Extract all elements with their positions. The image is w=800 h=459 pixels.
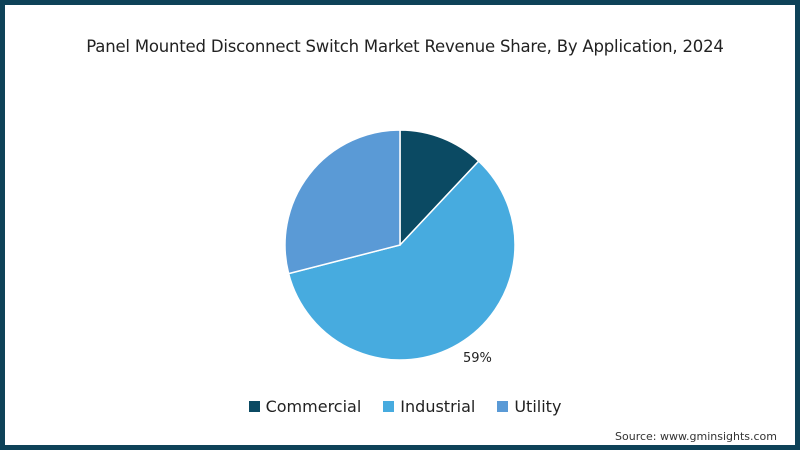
chart-title: Panel Mounted Disconnect Switch Market R… [86, 37, 724, 56]
legend-label-industrial: Industrial [400, 397, 476, 416]
legend-swatch-commercial [248, 401, 260, 412]
pie-slice-industrial [287, 160, 516, 361]
legend-label-utility: Utility [514, 397, 562, 416]
legend: Commercial Industrial Utility [5, 397, 800, 416]
legend-swatch-industrial [383, 401, 395, 412]
legend-item-industrial: Industrial [383, 397, 475, 416]
source-note: Source: www.gminsights.com [615, 430, 777, 443]
legend-swatch-utility [497, 401, 509, 412]
pie-chart [5, 5, 800, 455]
legend-label-commercial: Commercial [265, 397, 362, 416]
data-label-industrial: 59% [463, 351, 492, 366]
legend-item-commercial: Commercial [248, 397, 362, 416]
pie-slice-commercial [399, 129, 480, 247]
pie-svg [284, 129, 516, 361]
legend-item-utility: Utility [497, 397, 561, 416]
pie-slice-utility [284, 129, 401, 275]
